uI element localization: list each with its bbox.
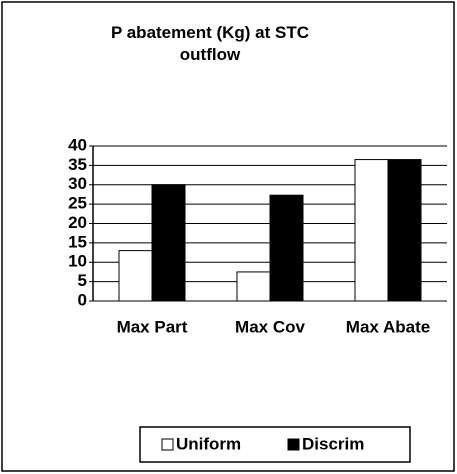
y-tick-label: 35 — [68, 155, 87, 174]
legend-label: Uniform — [176, 434, 241, 453]
bar — [354, 159, 389, 302]
y-tick-label: 40 — [68, 135, 87, 154]
y-tick-label: 15 — [68, 232, 87, 251]
y-tick-label: 30 — [68, 174, 87, 193]
y-tick-label: 25 — [68, 194, 87, 213]
y-tick-label: 5 — [78, 271, 87, 290]
y-tick-label: 0 — [78, 290, 87, 309]
bar — [387, 159, 422, 302]
legend-swatch — [287, 438, 300, 451]
x-tick-label: Max Abate — [346, 317, 430, 336]
legend-swatch — [161, 438, 174, 451]
bar — [118, 250, 153, 302]
x-tick-label: Max Cov — [235, 317, 305, 336]
legend-box — [139, 426, 411, 463]
bar — [269, 194, 304, 302]
y-tick-label: 10 — [68, 252, 87, 271]
legend-label: Discrim — [302, 434, 364, 453]
bar — [151, 184, 186, 302]
chart-title: P abatement (Kg) at STC outflow — [110, 23, 310, 64]
bar — [236, 271, 271, 302]
x-tick-label: Max Part — [117, 317, 188, 336]
y-tick-label: 20 — [68, 213, 87, 232]
